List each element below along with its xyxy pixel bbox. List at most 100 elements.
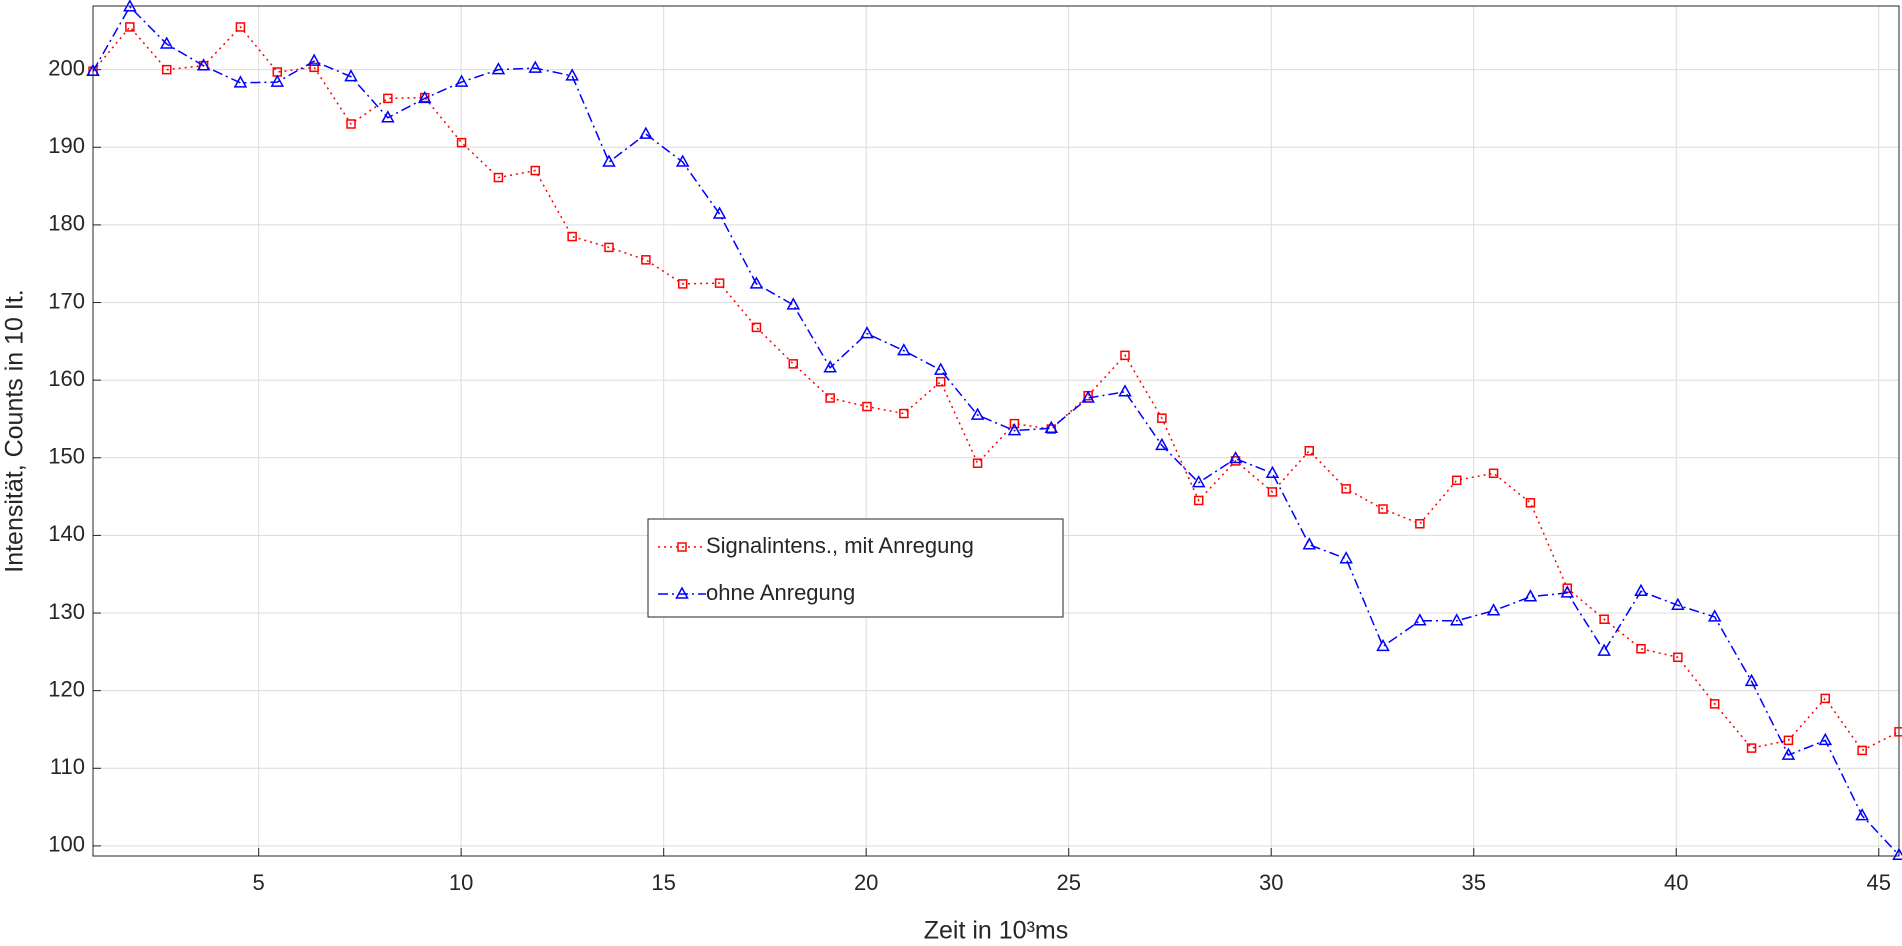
series-line (92, 5, 1900, 856)
legend-label: ohne Anregung (706, 580, 855, 605)
marker (1267, 487, 1278, 497)
marker (1781, 747, 1796, 760)
marker (233, 75, 248, 88)
marker (1671, 597, 1685, 611)
marker (493, 172, 504, 183)
marker (602, 154, 616, 167)
marker (1009, 418, 1020, 429)
marker (825, 393, 835, 403)
marker (1120, 350, 1130, 361)
y-tick-label: 120 (48, 676, 85, 701)
marker (1855, 808, 1869, 821)
marker (1191, 475, 1206, 488)
marker (196, 58, 211, 71)
x-tick-label: 40 (1664, 870, 1688, 895)
marker (786, 297, 801, 310)
legend-marker (677, 542, 687, 552)
y-tick-label: 130 (48, 599, 85, 624)
marker (1157, 413, 1167, 423)
marker (528, 60, 543, 73)
marker (1081, 390, 1095, 403)
x-tick-label: 10 (449, 870, 473, 895)
marker (1413, 613, 1427, 626)
marker (307, 53, 321, 66)
marker (823, 360, 837, 373)
marker (749, 276, 764, 289)
marker (86, 63, 100, 76)
marker (1709, 699, 1720, 709)
marker (344, 69, 358, 82)
y-tick-label: 140 (48, 521, 85, 546)
y-tick-label: 170 (48, 288, 85, 313)
marker (346, 119, 356, 129)
marker (1488, 468, 1499, 479)
y-tick-label: 160 (48, 366, 85, 391)
marker (1560, 585, 1575, 598)
marker (712, 206, 727, 219)
marker (1634, 583, 1648, 597)
marker (1857, 745, 1867, 756)
y-axis-label: Intensität, Counts in 10 It. (1, 289, 29, 573)
marker (862, 401, 872, 412)
x-tick-label: 5 (253, 870, 265, 895)
marker (1451, 475, 1462, 486)
marker (1599, 614, 1609, 624)
legend-marker (675, 586, 689, 599)
grid (93, 6, 1899, 856)
marker (1415, 519, 1425, 529)
x-tick-label: 15 (651, 870, 675, 895)
marker (970, 407, 985, 420)
marker (1155, 437, 1169, 451)
marker (788, 359, 799, 369)
marker (897, 343, 911, 356)
marker (1744, 673, 1759, 687)
marker (1265, 465, 1280, 479)
y-tick-label: 180 (48, 211, 85, 236)
legend-box (647, 518, 1064, 618)
marker (1118, 384, 1132, 397)
marker (1820, 693, 1831, 704)
marker (935, 376, 946, 387)
marker (1304, 446, 1315, 456)
marker (456, 137, 467, 148)
x-tick-label: 35 (1461, 870, 1485, 895)
marker (530, 165, 541, 176)
marker (1707, 609, 1722, 622)
marker (899, 408, 909, 419)
marker (1044, 420, 1059, 434)
marker (383, 93, 393, 104)
marker (1228, 451, 1243, 464)
marker (641, 255, 651, 265)
marker (417, 90, 432, 104)
marker (1449, 613, 1464, 626)
marker (677, 279, 688, 289)
marker (1746, 743, 1757, 753)
y-tick-label: 190 (48, 133, 85, 158)
y-tick-label: 110 (50, 754, 85, 779)
marker (159, 36, 174, 49)
marker (751, 322, 762, 333)
marker (714, 278, 725, 288)
marker (381, 110, 395, 123)
marker (1818, 732, 1833, 746)
x-tick-label: 25 (1056, 870, 1080, 895)
marker (161, 64, 172, 75)
legend: Signalintens., mit Anregung ohne Anregung (647, 518, 1064, 618)
x-tick-label: 20 (854, 870, 878, 895)
marker (675, 154, 690, 167)
series-line (92, 25, 1900, 752)
marker (1783, 735, 1794, 746)
x-axis-label: Zeit in 10³ms (924, 917, 1068, 945)
marker (1378, 504, 1388, 514)
marker (1339, 551, 1353, 564)
marker (860, 326, 874, 339)
marker (309, 62, 319, 73)
marker (1636, 643, 1646, 654)
marker (491, 62, 506, 75)
x-tick-label: 30 (1259, 870, 1283, 895)
marker (1376, 638, 1390, 652)
x-tick-label: 45 (1867, 870, 1891, 895)
marker (1486, 603, 1501, 616)
marker (454, 74, 469, 87)
